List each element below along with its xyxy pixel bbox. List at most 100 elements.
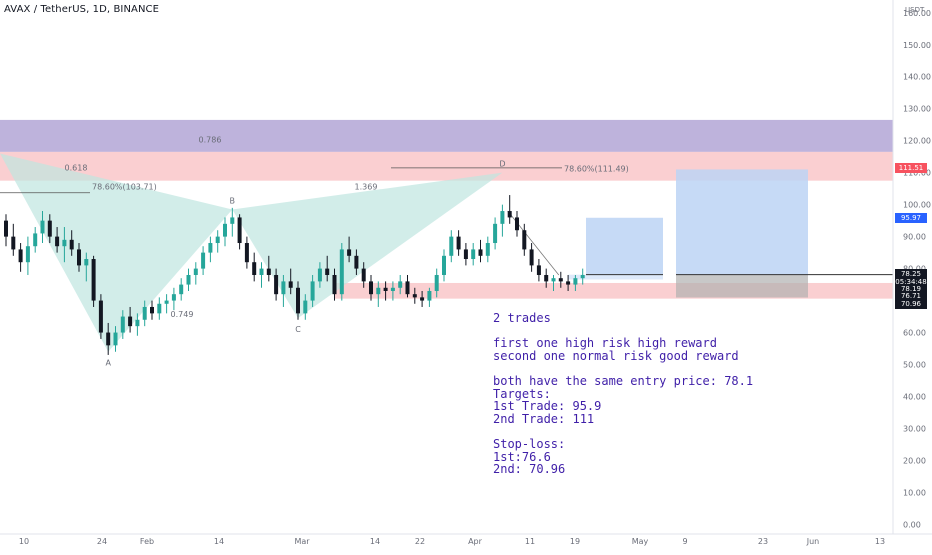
y-tick-label: 150.00 <box>903 41 931 50</box>
candle-body <box>19 249 23 262</box>
candle-body <box>537 265 541 275</box>
candle <box>157 297 161 319</box>
chart-title: AVAX / TetherUS, 1D, BINANCE <box>4 4 159 15</box>
y-tick-label: 10.00 <box>903 488 926 497</box>
candle <box>216 230 220 252</box>
price-tag: 95.97 <box>895 213 927 223</box>
candle-body <box>26 246 30 262</box>
candle-body <box>354 256 358 269</box>
candle <box>479 240 483 262</box>
candle <box>179 278 183 300</box>
candle <box>194 262 198 284</box>
candle-body <box>238 217 242 243</box>
candle-body <box>449 237 453 256</box>
fib-label: 0.749 <box>171 310 194 319</box>
candle <box>99 294 103 339</box>
candle-body <box>179 285 183 295</box>
candle <box>522 224 526 256</box>
x-tick-label: May <box>632 537 649 546</box>
candle <box>201 246 205 275</box>
candle-body <box>55 237 59 247</box>
candle-body <box>362 269 366 282</box>
candle-body <box>464 249 468 259</box>
pattern-point-a: A <box>105 359 111 368</box>
y-tick-label: 100.00 <box>903 201 931 210</box>
candle-body <box>471 249 475 259</box>
note-line: 2 trades <box>493 312 723 325</box>
candle-body <box>318 269 322 282</box>
candle-body <box>201 253 205 269</box>
zone-purple <box>0 120 893 152</box>
candle-body <box>479 249 483 255</box>
candle <box>537 259 541 281</box>
candle-body <box>398 281 402 287</box>
candle-body <box>500 211 504 224</box>
x-tick-label: Jun <box>806 537 820 546</box>
x-tick-label: 14 <box>370 537 380 546</box>
candle-body <box>260 269 264 275</box>
candle <box>223 217 227 246</box>
candle-body <box>508 211 512 217</box>
candle-body <box>208 243 212 253</box>
candle-body <box>515 217 519 230</box>
candle-body <box>4 221 8 237</box>
candle-body <box>333 275 337 294</box>
candle-body <box>376 288 380 294</box>
candle-body <box>522 230 526 249</box>
candle-body <box>62 240 66 246</box>
candle-body <box>384 288 388 291</box>
currency-label: USDT <box>905 6 924 14</box>
candle-body <box>165 301 169 304</box>
x-tick-label: 14 <box>214 537 224 546</box>
x-tick-label: 10 <box>19 537 29 546</box>
x-tick-label: Feb <box>140 537 154 546</box>
candle-body <box>11 237 15 250</box>
candle-body <box>391 288 395 291</box>
y-tick-label: 130.00 <box>903 105 931 114</box>
candle-body <box>530 249 534 265</box>
y-tick-label: 60.00 <box>903 329 926 338</box>
x-tick-label: 13 <box>875 537 885 546</box>
candle-body <box>70 240 74 250</box>
note-line: 1st Trade: 95.9 <box>493 400 723 413</box>
candle-body <box>84 259 88 265</box>
y-tick-label: 0.00 <box>903 520 921 529</box>
pattern-point-d: D <box>499 160 505 169</box>
candle-body <box>77 249 81 265</box>
candle-body <box>544 275 548 281</box>
candle <box>515 211 519 237</box>
candle <box>26 237 30 275</box>
candle <box>230 208 234 237</box>
candle <box>11 224 15 256</box>
candle-body <box>92 259 96 301</box>
candle <box>33 227 37 253</box>
candle-body <box>296 288 300 314</box>
candle-body <box>121 317 125 333</box>
candle-body <box>435 275 439 291</box>
candle <box>172 288 176 310</box>
candle-body <box>413 294 417 297</box>
candle <box>464 243 468 265</box>
pattern-point-c: C <box>295 325 301 334</box>
x-axis-ticks: 10 24 Feb 14 Mar 14 22 Apr 11 19 May 9 23 Jun 13 <box>19 537 885 546</box>
candle <box>493 217 497 249</box>
candle-body <box>311 281 315 300</box>
candle <box>449 230 453 262</box>
candle-body <box>106 333 110 346</box>
candle <box>406 275 410 297</box>
candle-body <box>99 301 103 333</box>
pattern-point-b: B <box>230 196 236 205</box>
y-tick-label: 20.00 <box>903 456 926 465</box>
y-tick-label: 30.00 <box>903 424 926 433</box>
candle-body <box>48 221 52 237</box>
candle <box>187 269 191 291</box>
fib-label: 0.786 <box>199 135 222 144</box>
candle-body <box>581 275 585 278</box>
trade2-stop-box <box>676 275 808 298</box>
candle-body <box>281 281 285 294</box>
trade-note: 2 trades first one high risk high reward… <box>493 312 723 476</box>
candle <box>581 269 585 285</box>
fib-label: 1.369 <box>355 183 378 192</box>
